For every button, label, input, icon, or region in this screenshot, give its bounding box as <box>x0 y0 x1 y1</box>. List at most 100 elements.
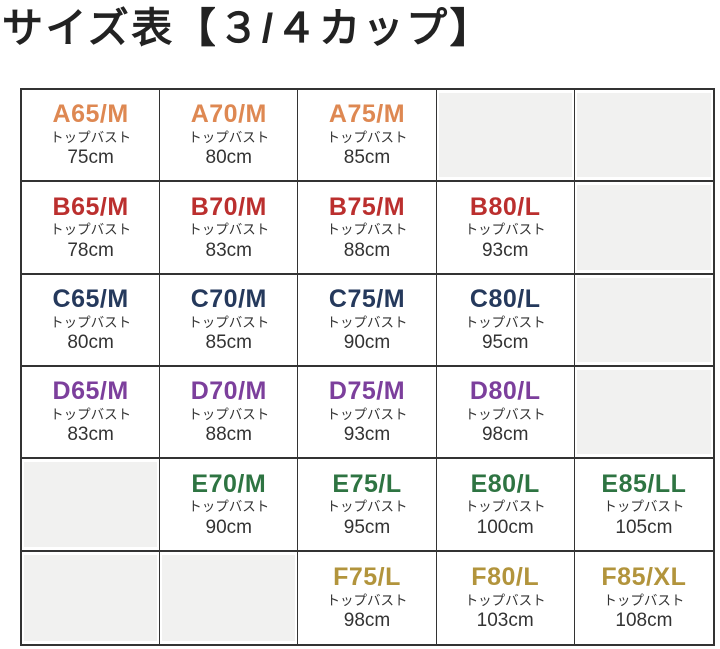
measure-label: トップバスト <box>188 407 270 423</box>
size-label: D70/M <box>190 377 267 406</box>
size-label: E80/L <box>470 469 540 498</box>
empty-cell-fill <box>24 554 158 641</box>
size-label: D80/L <box>469 377 541 406</box>
empty-cell-fill <box>576 370 711 455</box>
measure-label: トップバスト <box>188 314 270 330</box>
bust-value: 90cm <box>205 516 253 538</box>
measure-label: トップバスト <box>603 499 685 515</box>
size-cell: D75/M トップバスト 93cm <box>298 367 437 460</box>
bust-value: 88cm <box>343 239 391 261</box>
empty-cell <box>574 90 713 183</box>
size-cell: B80/L トップバスト 93cm <box>436 182 575 275</box>
measure-label: トップバスト <box>464 222 546 238</box>
size-label: B75/M <box>328 192 406 221</box>
size-label: F75/L <box>333 562 401 591</box>
measure-label: トップバスト <box>188 130 270 146</box>
measure-label: トップバスト <box>464 407 546 423</box>
size-label: A75/M <box>328 100 406 129</box>
size-label: E70/M <box>191 469 267 498</box>
bust-value: 80cm <box>205 147 253 169</box>
size-cell: A70/M トップバスト 80cm <box>160 90 299 183</box>
empty-cell-fill <box>576 185 711 270</box>
bust-value: 88cm <box>205 424 253 446</box>
bust-value: 98cm <box>481 424 529 446</box>
measure-label: トップバスト <box>326 314 408 330</box>
size-cell: E85/LL トップバスト 105cm <box>574 459 713 552</box>
bust-value: 95cm <box>481 331 529 353</box>
empty-cell-fill <box>438 93 572 178</box>
empty-cell <box>574 275 713 367</box>
bust-value: 100cm <box>476 516 534 538</box>
size-label: E75/L <box>332 469 402 498</box>
bust-value: 93cm <box>343 424 391 446</box>
measure-label: トップバスト <box>188 499 270 515</box>
size-cell: F80/L トップバスト 103cm <box>437 551 575 644</box>
size-label: E85/LL <box>601 469 687 498</box>
size-label: F85/XL <box>601 562 687 591</box>
size-label: D65/M <box>52 377 129 406</box>
measure-label: トップバスト <box>464 499 546 515</box>
bust-value: 85cm <box>205 331 253 353</box>
size-label: F80/L <box>471 562 540 591</box>
size-label: C65/M <box>52 284 129 313</box>
size-cell: D80/L トップバスト 98cm <box>436 367 575 460</box>
size-cell: E75/L トップバスト 95cm <box>298 459 437 552</box>
empty-cell-fill <box>576 93 711 178</box>
empty-cell <box>22 551 161 644</box>
size-label: C70/M <box>190 284 267 313</box>
empty-cell-fill <box>24 462 158 547</box>
empty-cell <box>574 367 713 460</box>
size-label: A65/M <box>52 100 129 129</box>
bust-value: 95cm <box>343 516 391 538</box>
size-cell: A65/M トップバスト 75cm <box>22 90 161 183</box>
bust-value: 108cm <box>615 609 673 631</box>
size-cell: B65/M トップバスト 78cm <box>22 182 161 275</box>
measure-label: トップバスト <box>50 222 132 238</box>
measure-label: トップバスト <box>326 222 408 238</box>
size-cell: B75/M トップバスト 88cm <box>298 182 437 275</box>
size-label: B70/M <box>190 192 267 221</box>
empty-cell <box>22 459 161 552</box>
measure-label: トップバスト <box>326 407 408 423</box>
bust-value: 78cm <box>67 239 114 261</box>
bust-value: 98cm <box>343 609 391 631</box>
size-cell: B70/M トップバスト 83cm <box>160 182 299 275</box>
page-title: サイズ表【３/４カップ】 <box>2 5 494 51</box>
bust-value: 85cm <box>343 147 391 169</box>
size-label: D75/M <box>328 377 406 406</box>
bust-value: 105cm <box>615 516 673 538</box>
empty-cell <box>160 551 299 644</box>
size-table: A65/M トップバスト 75cm A70/M トップバスト 80cm A75/M トップバス… <box>20 88 715 646</box>
measure-label: トップバスト <box>50 314 132 330</box>
size-cell: D65/M トップバスト 83cm <box>22 367 161 460</box>
size-label: A70/M <box>190 100 267 129</box>
size-cell: C80/L トップバスト 95cm <box>436 274 575 367</box>
bust-value: 90cm <box>343 331 391 353</box>
size-label: C80/L <box>469 284 541 313</box>
bust-value: 75cm <box>67 147 114 169</box>
measure-label: トップバスト <box>464 314 546 330</box>
size-label: B65/M <box>52 192 129 221</box>
size-cell: F85/XL トップバスト 108cm <box>575 552 713 644</box>
measure-label: トップバスト <box>188 222 270 238</box>
measure-label: トップバスト <box>603 592 685 608</box>
measure-label: トップバスト <box>50 130 132 146</box>
measure-label: トップバスト <box>464 592 546 608</box>
bust-value: 83cm <box>67 424 114 446</box>
bust-value: 83cm <box>205 239 253 261</box>
size-cell: A75/M トップバスト 85cm <box>298 90 437 183</box>
measure-label: トップバスト <box>326 592 408 608</box>
size-cell: C65/M トップバスト 80cm <box>22 274 161 367</box>
size-label: B80/L <box>469 192 541 221</box>
empty-cell <box>574 182 713 275</box>
empty-cell-fill <box>162 554 296 641</box>
measure-label: トップバスト <box>50 407 132 423</box>
size-cell: F75/L トップバスト 98cm <box>298 551 437 644</box>
bust-value: 103cm <box>476 609 534 631</box>
size-cell: E80/L トップバスト 100cm <box>436 459 575 552</box>
empty-cell-fill <box>576 277 711 362</box>
measure-label: トップバスト <box>326 130 408 146</box>
size-label: C75/M <box>328 284 406 313</box>
empty-cell <box>436 90 575 183</box>
size-cell: C70/M トップバスト 85cm <box>160 274 299 367</box>
